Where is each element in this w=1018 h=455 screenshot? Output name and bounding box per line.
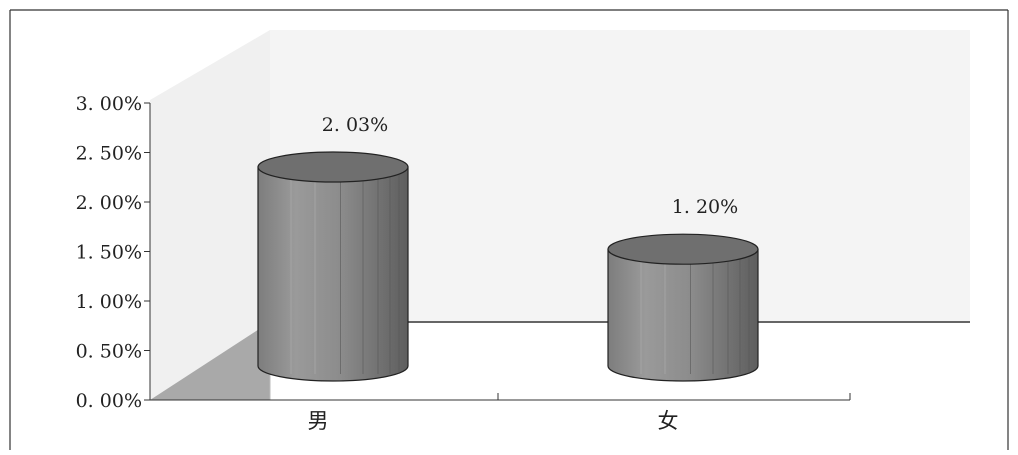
bar-series: 2. 03% 1. 20% (257, 114, 759, 382)
y-tick-label: 2. 50% (76, 143, 142, 165)
y-tick-label: 0. 00% (76, 390, 142, 412)
y-tick-label: 2. 00% (76, 192, 142, 214)
bar: 2. 03% (257, 114, 409, 382)
bar-value-label: 2. 03% (322, 114, 388, 136)
bar-top-cap (257, 151, 409, 183)
chart-side-wedge (150, 322, 270, 400)
x-tick-label: 女 (658, 409, 679, 433)
y-tick-label: 0. 50% (76, 341, 142, 363)
bar-body (607, 248, 759, 382)
bar: 1. 20% (607, 196, 759, 382)
x-tick-label: 男 (308, 409, 329, 433)
chart-back-wall (270, 30, 970, 322)
y-axis-ticks: 0. 00% 0. 50% 1. 00% 1. 50% 2. 00% 2. 50% 3. 0… (76, 93, 150, 412)
x-axis-labels: 男女 (308, 409, 679, 433)
chart-left-wall (150, 30, 270, 400)
bar-body (257, 166, 409, 382)
bar-value-label: 1. 20% (672, 196, 738, 218)
bar-top-cap (607, 233, 759, 265)
y-tick-label: 1. 50% (76, 242, 142, 264)
y-tick-label: 1. 00% (76, 291, 142, 313)
y-tick-label: 3. 00% (76, 93, 142, 115)
